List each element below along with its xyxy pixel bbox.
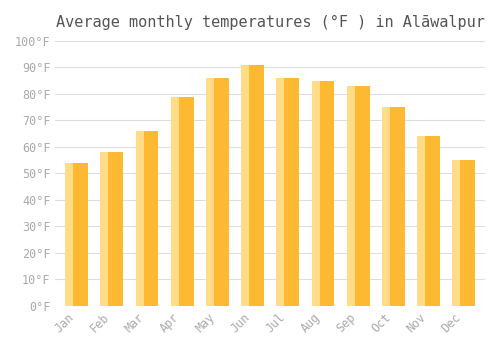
Bar <box>65 163 88 306</box>
Bar <box>276 78 299 306</box>
Bar <box>417 136 425 306</box>
Bar <box>452 160 460 306</box>
Bar <box>382 107 390 306</box>
Bar <box>100 152 124 306</box>
Bar <box>206 78 229 306</box>
Bar <box>206 78 214 306</box>
Bar <box>241 65 249 306</box>
Bar <box>312 80 334 306</box>
Title: Average monthly temperatures (°F ) in Alāwalpur: Average monthly temperatures (°F ) in Al… <box>56 15 484 30</box>
Bar <box>100 152 108 306</box>
Bar <box>171 97 179 306</box>
Bar <box>347 86 370 306</box>
Bar <box>136 131 143 306</box>
Bar <box>312 80 320 306</box>
Bar <box>65 163 73 306</box>
Bar <box>136 131 158 306</box>
Bar <box>452 160 475 306</box>
Bar <box>382 107 405 306</box>
Bar <box>276 78 284 306</box>
Bar <box>417 136 440 306</box>
Bar <box>241 65 264 306</box>
Bar <box>347 86 355 306</box>
Bar <box>171 97 194 306</box>
